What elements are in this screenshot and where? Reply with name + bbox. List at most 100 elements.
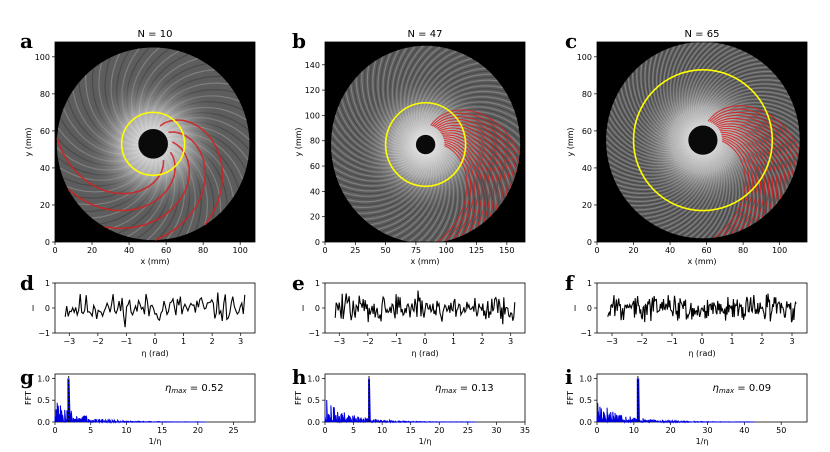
panel-b: 0 25 50 75 100 125 150 0 20 40 60 80 100 120 140 N = 47… [294, 29, 526, 266]
x-tick-label: 0 [52, 246, 57, 255]
spiral-arm [709, 108, 799, 159]
y-tick-label: 100 [35, 53, 50, 62]
spiral-arm [441, 132, 495, 217]
y-tick-label: 0.5 [579, 396, 592, 405]
fft-line [54, 378, 205, 424]
spiral-arm [707, 105, 800, 151]
x-tick-label: 15 [406, 426, 416, 435]
x-tick-label: 0 [322, 246, 327, 255]
x-tick-label: 5 [351, 426, 356, 435]
x-tick-label: 100 [772, 246, 787, 255]
x-tick-label: 10 [629, 426, 639, 435]
y-axis-label: FFT [566, 391, 575, 405]
panel-letter-b: b [292, 29, 306, 53]
panel-e: −3 −2 −1 0 1 2 3 −1 0 1 η (rad) I [302, 279, 526, 358]
intensity-line [334, 290, 516, 325]
intensity-line [64, 292, 246, 328]
spiral-arm [717, 125, 778, 206]
central-hole [138, 129, 168, 159]
axes-frame [54, 41, 256, 243]
x-tick-label: 0 [422, 337, 427, 346]
x-tick-label: 1 [451, 337, 456, 346]
x-tick-label: 60 [701, 246, 711, 255]
x-axis-label: η (rad) [688, 349, 715, 358]
spiral-arm [712, 114, 794, 176]
spiral-arm [716, 123, 782, 199]
panel-f: −3 −2 −1 0 1 2 3 −1 0 1 η (rad) I [574, 279, 808, 358]
fft-line [324, 378, 475, 424]
spiral-arm [719, 127, 774, 213]
axes-frame [324, 373, 526, 423]
x-tick-label: 60 [161, 246, 171, 255]
panel-letter-f: f [565, 271, 575, 295]
spiral-arm [440, 129, 499, 211]
y-tick-label: −1 [308, 329, 320, 338]
x-tick-label: 1 [181, 337, 186, 346]
eta-max-annotation: ηmax = 0.13 [435, 383, 494, 395]
x-tick-label: 40 [124, 246, 134, 255]
analysis-circle [632, 68, 774, 212]
x-tick-label: 25 [228, 426, 238, 435]
spiral-arm [721, 135, 758, 232]
x-tick-label: 20 [434, 426, 444, 435]
spiral-arm [719, 129, 770, 218]
y-axis-label: I [32, 304, 34, 313]
y-tick-label: 100 [305, 111, 320, 120]
analysis-circle [384, 101, 467, 188]
x-tick-label: 30 [491, 426, 501, 435]
x-tick-label: 40 [665, 246, 675, 255]
x-tick-label: 10 [121, 426, 131, 435]
x-tick-label: −3 [333, 337, 345, 346]
spiral-arm [714, 140, 746, 239]
panel-letter-c: c [565, 29, 577, 53]
y-tick-label: 0.5 [37, 396, 50, 405]
y-tick-label: 60 [310, 162, 320, 171]
x-tick-label: −1 [666, 337, 678, 346]
analysis-circle [120, 111, 186, 177]
y-tick-label: 0.5 [307, 396, 320, 405]
y-tick-label: 40 [310, 187, 320, 196]
spiral-arm [437, 124, 507, 197]
x-tick-label: 30 [702, 426, 712, 435]
y-axis-label: y (mm) [566, 127, 575, 156]
y-axis-label: I [302, 304, 304, 313]
intensity-line [607, 293, 797, 323]
y-tick-label: 0 [587, 238, 592, 247]
spiral-arm [443, 139, 479, 237]
y-tick-label: 1 [587, 279, 592, 288]
x-tick-label: 2 [759, 337, 764, 346]
y-tick-label: 20 [310, 213, 320, 222]
x-tick-label: 15 [157, 426, 167, 435]
x-tick-label: 35 [520, 426, 530, 435]
y-tick-label: 80 [582, 90, 592, 99]
y-tick-label: 20 [582, 201, 592, 210]
x-tick-label: 50 [776, 426, 786, 435]
x-tick-label: 0 [594, 246, 599, 255]
panel-a: 0 20 40 60 80 100 0 20 40 60 80 100 N = 10 x (mm) y (m… [24, 29, 256, 266]
y-tick-label: 40 [40, 164, 50, 173]
y-tick-label: 0.0 [579, 418, 592, 427]
spiral-arm [443, 137, 483, 233]
axes-frame [54, 373, 256, 423]
x-tick-label: −1 [121, 337, 133, 346]
x-tick-label: 1 [729, 337, 734, 346]
axes-frame [324, 41, 526, 243]
spiral-arm [722, 138, 750, 237]
x-tick-label: −3 [63, 337, 75, 346]
x-tick-label: −2 [362, 337, 374, 346]
x-tick-label: 0 [594, 426, 599, 435]
panel-letter-e: e [292, 271, 305, 295]
x-tick-label: −2 [636, 337, 648, 346]
central-hole [415, 134, 436, 155]
x-tick-label: 3 [238, 337, 243, 346]
x-tick-label: 0 [699, 337, 704, 346]
x-tick-label: 0 [152, 337, 157, 346]
central-hole [688, 125, 718, 155]
x-tick-label: 80 [738, 246, 748, 255]
x-axis-label: 1/η [419, 437, 432, 446]
panel-i: 0 10 20 30 40 50 0.0 0.5 1.0 ηmax = 0.09 1/η FFT [566, 373, 808, 446]
x-tick-label: 3 [508, 337, 513, 346]
x-tick-label: 0 [322, 426, 327, 435]
image-layer [325, 42, 525, 242]
eta-max-annotation: ηmax = 0.09 [713, 383, 772, 395]
